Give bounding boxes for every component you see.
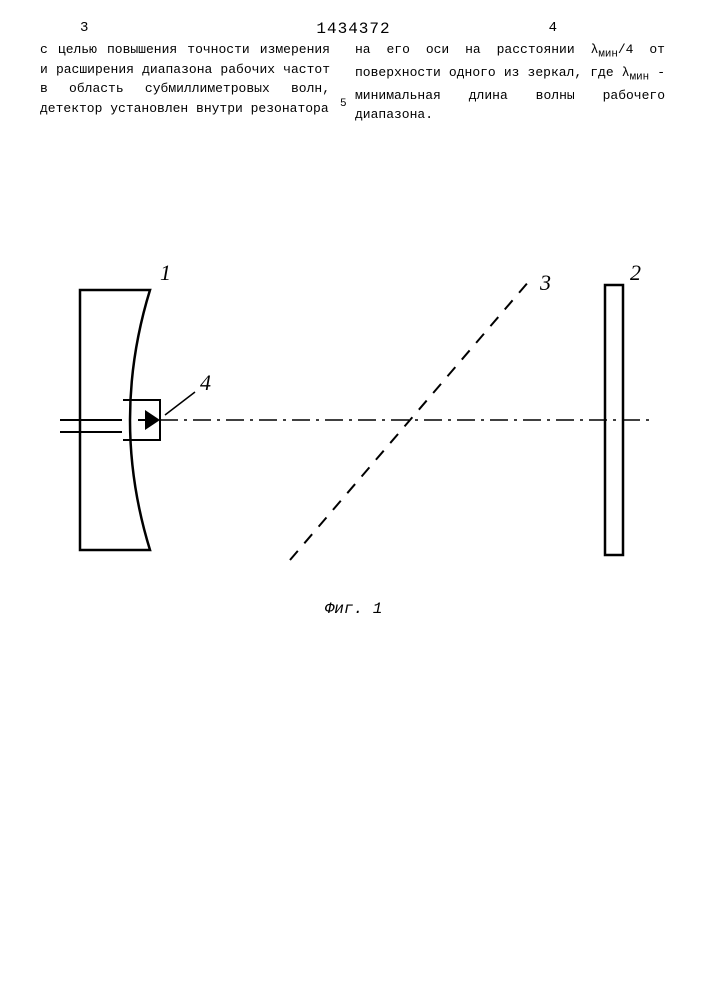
label-2: 2 [630,260,641,285]
label-1: 1 [160,260,171,285]
figure-1: 1 4 3 2 [60,260,650,580]
label-3: 3 [539,270,551,295]
lambda-sub-1: мин [598,49,618,61]
text-column-right: на его оси на расстоянии λмин/4 от повер… [355,40,665,125]
diode-triangle [145,410,160,430]
line-number-5: 5 [340,98,347,110]
page-number-left: 3 [80,20,88,36]
lambda-sub-2: мин [630,71,650,83]
text-column-left: с целью повышения точности измерения и р… [40,40,330,118]
lambda-symbol-2: λ [622,65,630,80]
page-number-right: 4 [549,20,557,36]
label-4-pointer [165,392,195,415]
text-right-1: на его оси на расстоянии [355,42,591,57]
figure-svg: 1 4 3 2 [60,260,650,580]
label-4: 4 [200,370,211,395]
document-number: 1434372 [316,20,390,38]
figure-caption: Фиг. 1 [325,600,383,618]
